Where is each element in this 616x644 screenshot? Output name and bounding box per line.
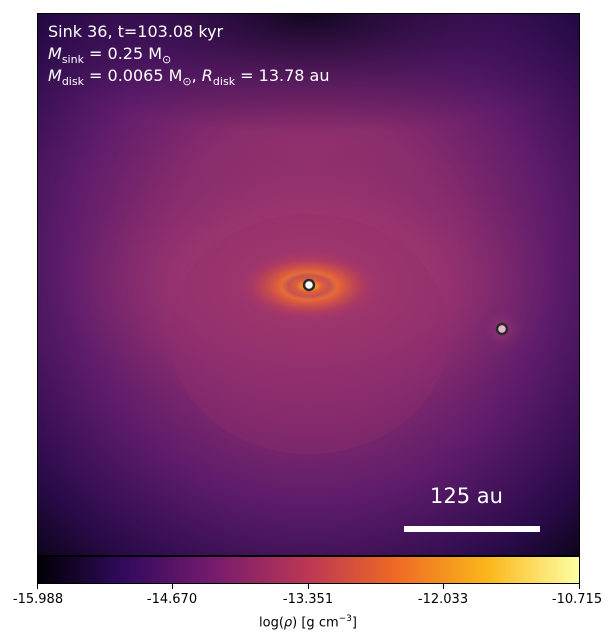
colorbar-tick-label: -15.988 (12, 592, 64, 607)
colorbar-tick-label: -13.351 (282, 592, 334, 607)
panel-title: Sink 36, t=103.08 kyr (48, 22, 223, 41)
density-image (38, 14, 579, 555)
msink-unit-subscript: ⊙ (162, 53, 172, 67)
cbar-label-end: ] (351, 615, 357, 631)
colorbar-tick-label: -14.670 (146, 592, 198, 607)
sink-mass-label: Msink = 0.25 M⊙ (48, 44, 171, 66)
msink-symbol: M (48, 44, 62, 63)
mdisk-unit-subscript: ⊙ (182, 75, 192, 89)
rdisk-symbol: R (201, 66, 213, 85)
msink-value: = 0.25 M (83, 44, 163, 63)
title-text: Sink 36, t=103.08 kyr (48, 22, 224, 41)
rdisk-subscript: disk (212, 75, 236, 89)
colorbar-tick-label: -10.715 (551, 592, 603, 607)
colorbar-tick (172, 584, 173, 589)
colorbar-tick-label: -12.033 (417, 592, 469, 607)
cbar-label-suffix: ) [g cm (292, 615, 339, 631)
mdisk-symbol: M (48, 66, 62, 85)
cbar-label-prefix: log( (259, 615, 284, 631)
colorbar-tick (308, 584, 309, 589)
colorbar-label: log(ρ) [g cm−3] (259, 614, 357, 630)
disk-properties-label: Mdisk = 0.0065 M⊙, Rdisk = 13.78 au (48, 66, 329, 88)
colorbar-tick (443, 584, 444, 589)
mdisk-subscript: disk (61, 75, 84, 89)
rdisk-value: = 13.78 au (235, 66, 330, 85)
central-sink-marker (302, 278, 316, 292)
colorbar (37, 556, 580, 584)
scalebar-label: 125 au (430, 484, 503, 508)
scalebar (404, 526, 540, 532)
colorbar-tick (37, 584, 38, 589)
density-map: Sink 36, t=103.08 kyr Msink = 0.25 M⊙ Md… (37, 13, 580, 556)
separator: , (191, 66, 202, 85)
mdisk-value: = 0.0065 M (83, 66, 183, 85)
cbar-label-exponent: −3 (338, 614, 352, 624)
msink-subscript: sink (61, 53, 84, 67)
colorbar-tick (579, 584, 580, 589)
companion-sink-marker (495, 322, 509, 336)
cbar-label-rho: ρ (283, 615, 293, 631)
